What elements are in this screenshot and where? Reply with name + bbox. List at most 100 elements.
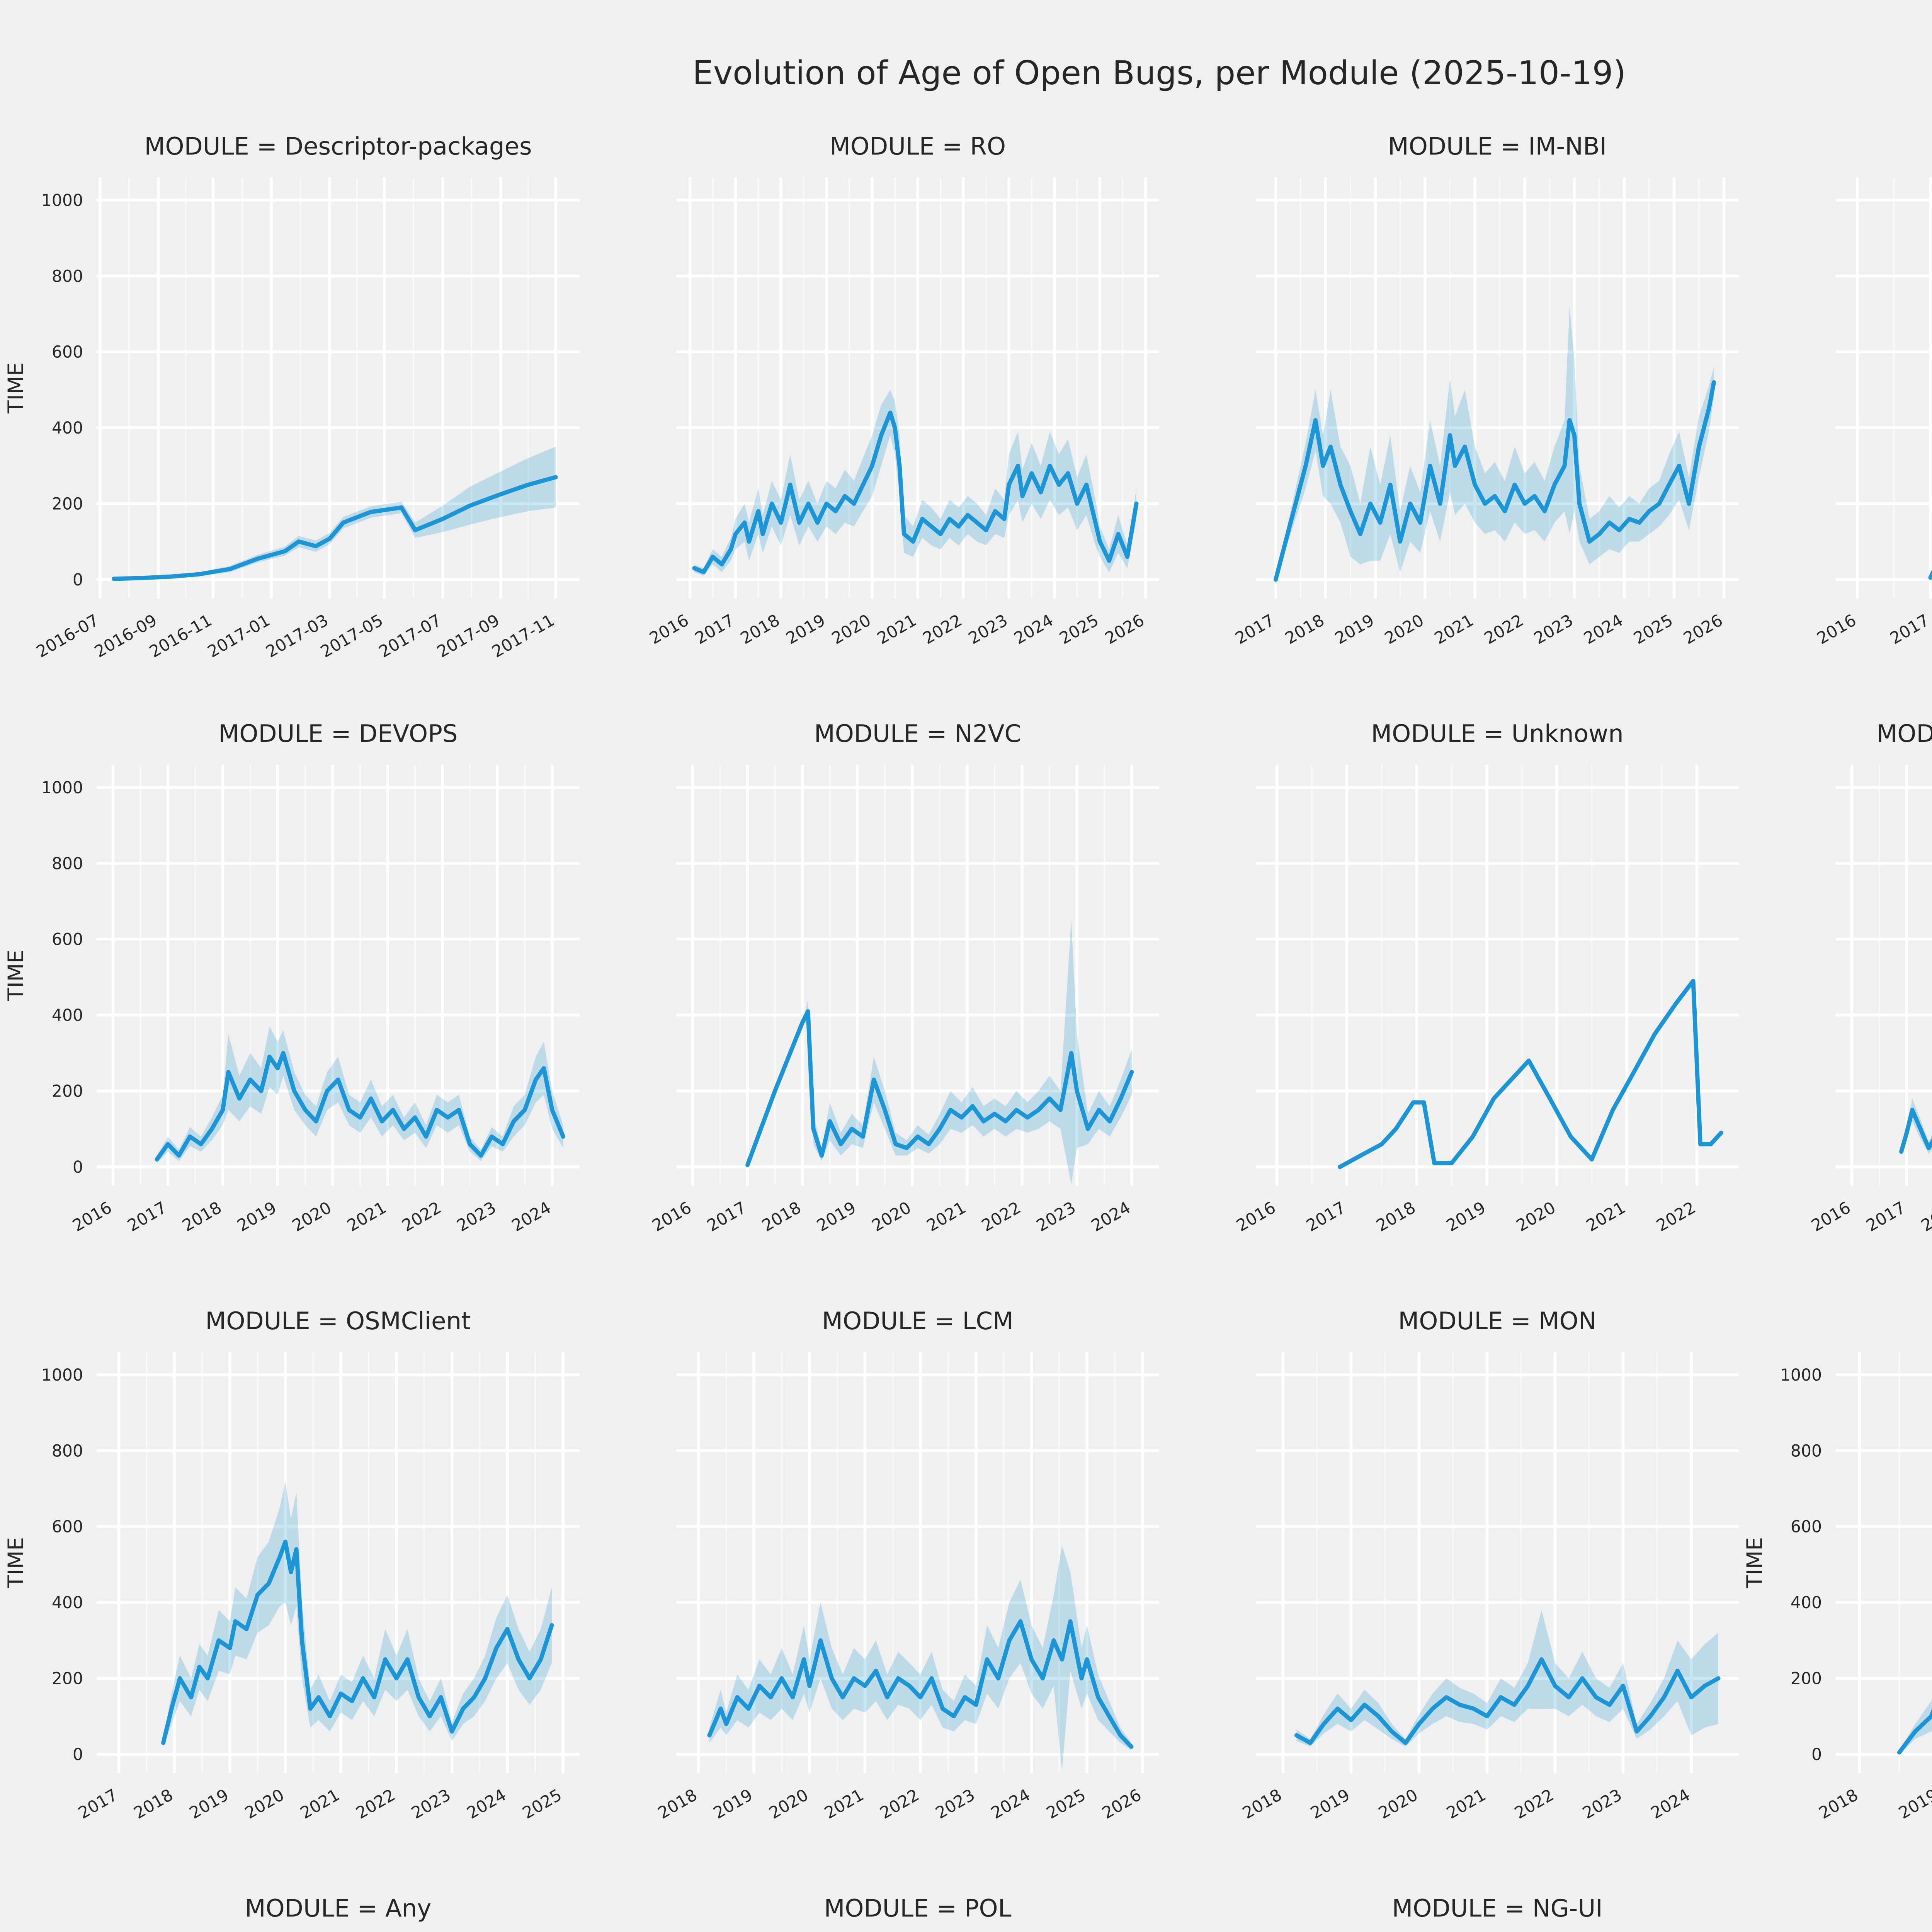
y-tick-label: 0 (1811, 1745, 1822, 1764)
y-tick-label: 800 (52, 855, 83, 874)
x-tick-label: 2016 (1233, 1198, 1279, 1236)
x-tick-label: 2026 (1099, 1786, 1145, 1823)
x-tick-label: 2017 (1863, 1198, 1909, 1236)
x-tick-label: 2017-07 (376, 611, 445, 662)
facet-title: MODULE = Descriptor-packages (144, 132, 532, 160)
facet-devops: MODULE = DEVOPS 0 200 400 600 800 1000 TIME 2016… (0, 714, 580, 1290)
facet-chart: 02004006008001000TIME2018201920202021202… (1742, 1352, 1932, 1823)
facet-common: MODULE = common 0 200 400 600 800 1000 TIME 2018… (1739, 1302, 1932, 1878)
facet-ng-ui: MODULE = NG-UI 20202021202220232024202520… (1159, 1889, 1739, 1932)
x-tick-label: 2016-11 (146, 611, 215, 662)
x-tick-label: 2018 (1282, 611, 1328, 648)
x-tick-label: 2020 (766, 1786, 811, 1823)
x-tick-label: 2025 (1631, 611, 1676, 648)
confidence-band (1296, 1610, 1718, 1747)
y-tick-label: 600 (52, 930, 83, 949)
x-tick-label: 2017-03 (263, 611, 332, 662)
facet-title: MODULE = N2VC (814, 719, 1022, 748)
facet-title: MODULE = RO (829, 132, 1006, 160)
x-tick-label: 2025 (1056, 611, 1102, 648)
x-tick-label: 2021 (923, 1198, 969, 1236)
y-tick-label: 400 (1791, 1594, 1822, 1612)
x-tick-label: 2019 (1308, 1786, 1353, 1823)
facet-chart: 0 200 400 600 800 1000 TIME 2016-072016-092016-… (3, 177, 580, 662)
x-tick-label: 2019 (783, 611, 828, 648)
facet-title: MODULE = PLA (1739, 1889, 1932, 1928)
facet-mon: MODULE = MON 2018 2019 2020 2021 2022 2023 2024 (1159, 1302, 1739, 1878)
x-tick-label: 2022 (877, 1786, 922, 1823)
facet-chart: 2020-072020-102021-012021-042021-072021-… (1739, 1928, 1932, 1932)
facet-title: MODULE = Unknown (1371, 719, 1624, 748)
facet-chart: 2018 2019 2020 2021 2022 2023 2024 2025 2026 (655, 1352, 1159, 1823)
facet-title: MODULE = common (1739, 1302, 1932, 1340)
x-tick-label: 2023 (932, 1786, 978, 1823)
x-tick-label: 2019 (710, 1786, 756, 1823)
x-tick-label: 2020 (869, 1198, 914, 1236)
y-tick-label: 0 (73, 1158, 83, 1177)
facet-grid: MODULE = Descriptor-packages 0 200 400 600 80… (0, 127, 1932, 1932)
data-line (112, 475, 558, 581)
facet-other: MODULE = Other20162017201820192020202120… (1739, 127, 1932, 703)
x-tick-label: 2022 (353, 1786, 398, 1823)
x-tick-label: 2019 (814, 1198, 859, 1236)
x-tick-label: 2021 (297, 1786, 343, 1823)
y-tick-label: 200 (52, 1082, 83, 1101)
y-tick-label: 600 (52, 343, 83, 362)
facet-title: MODULE = IM-NBI (1388, 132, 1607, 160)
x-tick-label: 2023 (1531, 611, 1577, 648)
x-tick-label: 2018 (655, 1786, 701, 1823)
x-tick-label: 2017-01 (204, 611, 273, 662)
y-tick-label: 800 (52, 267, 83, 286)
facet-chart: 2018 2019 2020 2021 2022 2023 2024 (1240, 1352, 1739, 1823)
x-tick-label: 2018 (1918, 1198, 1932, 1236)
x-tick-label: 2021 (821, 1786, 867, 1823)
x-tick-label: 2017 (1887, 611, 1932, 648)
x-tick-label: 2018 (1373, 1198, 1419, 1236)
y-tick-label: 800 (52, 1442, 83, 1461)
facet-title: MODULE = Documentation / Wiki (1876, 719, 1932, 748)
y-tick-label: 1000 (41, 779, 83, 798)
confidence-band (1276, 306, 1714, 582)
facet-pol: MODULE = POL 2018201920202021202220232024… (580, 1889, 1159, 1932)
x-tick-label: 2016 (1808, 1198, 1854, 1236)
x-tick-label: 2020 (1376, 1786, 1421, 1823)
x-tick-label: 2017 (1232, 611, 1278, 648)
data-line (692, 410, 1139, 575)
data-line (745, 1009, 1134, 1167)
x-tick-label: 2016 (649, 1198, 695, 1236)
confidence-band (709, 1546, 1131, 1771)
facet-title: MODULE = OSMClient (205, 1307, 471, 1335)
x-tick-label: 2017 (1303, 1198, 1349, 1236)
x-tick-label: 2021 (874, 611, 920, 648)
y-tick-label: 200 (1791, 1670, 1822, 1689)
x-tick-label: 2026 (1102, 611, 1148, 648)
y-axis-label: TIME (1742, 1537, 1767, 1588)
y-tick-label: 800 (1791, 1442, 1822, 1461)
y-axis-label: TIME (3, 362, 28, 414)
x-tick-label: 2022 (1512, 1786, 1557, 1823)
facet-title: MODULE = Any (245, 1894, 432, 1922)
x-tick-label: 2022 (920, 611, 965, 648)
facet-pla: MODULE = PLA2020-072020-102021-012021-04… (1739, 1889, 1932, 1932)
x-tick-label: 2021 (344, 1198, 389, 1236)
facet-title: MODULE = POL (824, 1894, 1012, 1922)
x-tick-label: 2022 (1653, 1198, 1699, 1236)
x-tick-label: 2022 (978, 1198, 1024, 1236)
x-tick-label: 2019 (1332, 611, 1378, 648)
x-tick-label: 2024 (1648, 1786, 1693, 1823)
facet-title: MODULE = DEVOPS (218, 719, 458, 748)
x-tick-label: 2024 (1088, 1198, 1134, 1236)
facet-any: MODULE = Any 02004006008001000TIME2019-01… (0, 1889, 580, 1932)
data-line (1294, 1657, 1721, 1745)
x-tick-label: 2022 (1481, 611, 1527, 648)
x-tick-label: 2019 (1443, 1198, 1489, 1236)
facet-chart: 2020202120222023202420252026MONTH (1159, 1928, 1739, 1932)
confidence-band (114, 447, 556, 580)
y-tick-label: 0 (73, 1745, 83, 1764)
facet-ro: MODULE = RO 2016 2017 2018 2019 2020 2021 2022 2… (580, 127, 1159, 703)
confidence-band (157, 1026, 563, 1163)
